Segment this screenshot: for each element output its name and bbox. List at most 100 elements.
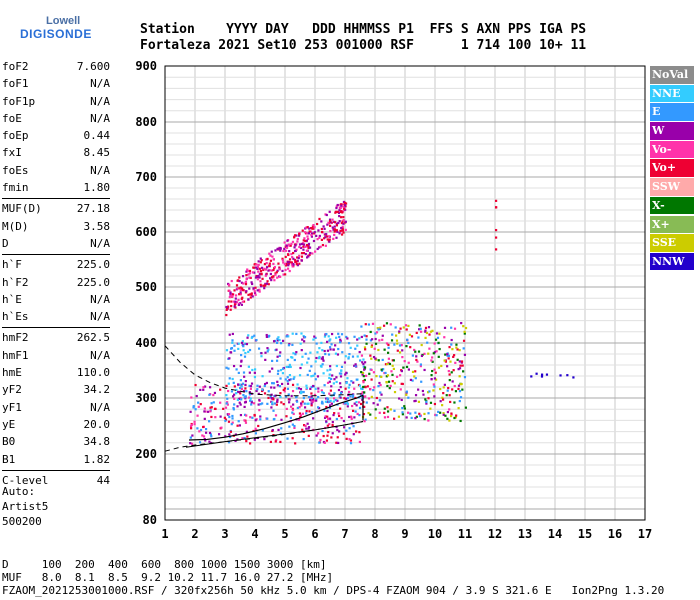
data-point — [321, 391, 324, 394]
data-point — [339, 229, 342, 232]
data-point — [285, 415, 288, 418]
param-value: 7.600 — [76, 60, 110, 73]
data-point — [441, 404, 444, 407]
data-point — [302, 430, 305, 434]
data-point — [303, 231, 307, 234]
data-point — [326, 340, 329, 343]
data-point — [201, 434, 204, 437]
data-point — [246, 435, 249, 438]
data-point — [302, 239, 305, 242]
data-point — [231, 395, 235, 398]
data-point — [324, 352, 327, 356]
data-point — [225, 366, 228, 369]
data-point — [334, 352, 338, 355]
data-point — [360, 402, 363, 406]
data-point — [253, 371, 256, 374]
data-point — [407, 396, 410, 399]
data-point — [411, 354, 414, 357]
data-point — [439, 400, 442, 403]
data-point — [291, 389, 295, 393]
data-point — [381, 334, 384, 337]
data-point — [242, 300, 246, 303]
data-point — [204, 427, 208, 431]
data-point — [365, 342, 368, 345]
data-point — [310, 395, 313, 398]
data-point — [423, 368, 426, 372]
data-point — [333, 225, 336, 228]
data-point — [230, 423, 233, 426]
data-point — [354, 410, 357, 413]
data-point — [461, 388, 464, 391]
param-row: foF1p N/A — [2, 93, 110, 110]
data-point — [202, 386, 205, 389]
data-point — [378, 411, 381, 414]
x-tick-label: 13 — [518, 527, 532, 541]
data-point — [307, 246, 310, 250]
data-point — [276, 247, 279, 250]
data-point — [355, 378, 358, 381]
data-point — [323, 409, 326, 412]
data-point — [285, 246, 289, 249]
data-point — [372, 371, 375, 374]
data-point — [299, 414, 303, 417]
param-value: 262.5 — [76, 331, 110, 345]
data-point — [339, 341, 342, 344]
data-point — [297, 234, 301, 237]
data-point — [307, 357, 310, 360]
data-point — [362, 362, 365, 366]
data-point — [389, 323, 392, 326]
data-point — [232, 381, 235, 384]
data-point — [235, 368, 238, 371]
data-point — [302, 396, 305, 400]
data-point — [239, 364, 242, 368]
data-point — [351, 355, 355, 358]
data-point — [386, 351, 390, 354]
data-point — [332, 413, 335, 417]
data-point — [418, 412, 421, 415]
data-point — [238, 280, 241, 283]
data-point — [349, 395, 352, 398]
data-point — [204, 385, 207, 388]
data-point — [243, 355, 247, 358]
data-point — [431, 360, 434, 363]
data-point — [273, 402, 277, 405]
data-point — [269, 395, 272, 398]
data-point — [265, 381, 268, 385]
data-point — [247, 293, 250, 296]
data-point — [374, 337, 377, 341]
data-point — [441, 398, 445, 401]
data-point — [400, 369, 403, 373]
data-point — [309, 230, 313, 233]
data-point — [260, 266, 264, 269]
data-point — [424, 330, 427, 333]
data-point — [240, 385, 243, 388]
profile-trace-line — [188, 394, 364, 441]
data-point — [253, 375, 257, 379]
data-point — [390, 370, 393, 373]
data-point — [362, 358, 365, 361]
data-point — [259, 257, 262, 260]
data-point — [291, 423, 294, 426]
data-point — [192, 405, 195, 408]
data-point — [370, 344, 374, 347]
data-point — [282, 249, 285, 253]
data-point — [333, 230, 336, 233]
data-point — [275, 271, 278, 274]
data-point — [419, 327, 422, 330]
data-point — [454, 416, 457, 419]
data-point — [248, 272, 251, 275]
data-point — [419, 363, 423, 366]
data-point — [326, 223, 329, 226]
data-point — [273, 395, 276, 398]
data-point — [270, 393, 273, 396]
param-row: h`E N/A — [2, 291, 110, 308]
data-point — [446, 353, 449, 356]
data-point — [364, 323, 367, 326]
data-point — [449, 400, 452, 404]
data-point — [202, 435, 206, 438]
data-point — [351, 394, 354, 397]
data-point — [249, 399, 252, 402]
data-point — [243, 436, 246, 440]
data-point — [358, 440, 361, 444]
y-tick-label: 500 — [135, 280, 157, 294]
